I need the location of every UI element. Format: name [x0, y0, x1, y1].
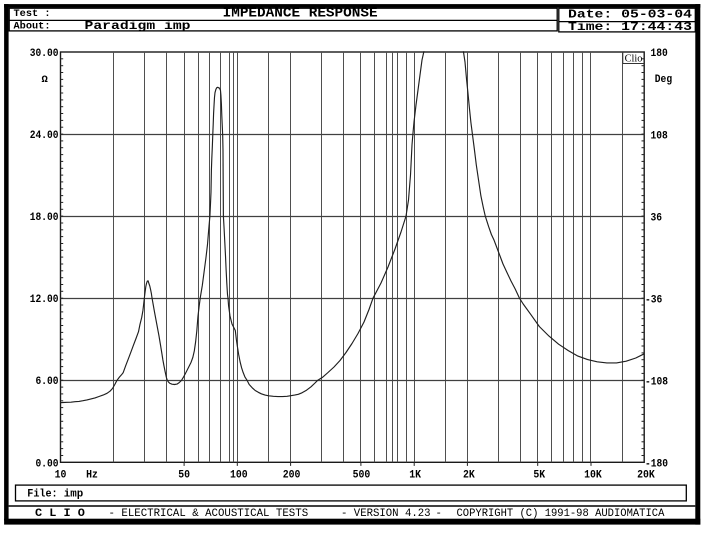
svg-text:36: 36: [651, 212, 663, 224]
svg-text:1K: 1K: [409, 470, 421, 482]
svg-text:IMPEDANCE RESPONSE: IMPEDANCE RESPONSE: [223, 6, 378, 21]
svg-text:24.00: 24.00: [30, 130, 59, 142]
svg-text:2K: 2K: [463, 470, 475, 482]
svg-text:108: 108: [651, 130, 668, 142]
svg-text:Ω: Ω: [42, 74, 49, 86]
svg-text:-: -: [436, 508, 442, 520]
svg-text:5K: 5K: [533, 470, 545, 482]
svg-text:About:: About:: [14, 21, 51, 33]
svg-text:180: 180: [651, 48, 668, 60]
svg-text:Date: 05-03-04: Date: 05-03-04: [568, 9, 692, 23]
svg-text:500: 500: [353, 470, 371, 482]
svg-text:imp: imp: [64, 488, 84, 500]
svg-text:COPYRIGHT (C) 1991-98 AUDIOMAT: COPYRIGHT (C) 1991-98 AUDIOMATICA: [457, 508, 666, 520]
svg-text:File:: File:: [27, 488, 57, 500]
svg-text:30.00: 30.00: [30, 48, 59, 60]
svg-text:200: 200: [283, 470, 301, 482]
svg-text:10K: 10K: [584, 470, 602, 482]
svg-text:20K: 20K: [637, 470, 655, 482]
svg-text:-180: -180: [645, 459, 668, 471]
svg-text:Test :: Test :: [14, 9, 51, 20]
svg-text:50: 50: [178, 470, 190, 482]
svg-text:10: 10: [55, 470, 67, 482]
svg-text:-108: -108: [645, 376, 668, 388]
svg-text:18.00: 18.00: [30, 212, 59, 224]
svg-text:Deg: Deg: [655, 74, 672, 86]
svg-text:Paradigm imp: Paradigm imp: [85, 19, 191, 32]
svg-text:C L I O: C L I O: [35, 508, 85, 519]
svg-text:6.00: 6.00: [36, 376, 59, 388]
svg-text:Time: 17:44:43: Time: 17:44:43: [568, 21, 692, 35]
svg-text:- VERSION 4.23: - VERSION 4.23: [341, 508, 431, 520]
svg-text:12.00: 12.00: [30, 294, 59, 306]
svg-text:- ELECTRICAL & ACOUSTICAL TES: - ELECTRICAL & ACOUSTICAL TESTS: [109, 508, 309, 520]
svg-text:100: 100: [230, 470, 248, 482]
svg-text:Hz: Hz: [86, 470, 98, 482]
svg-text:-36: -36: [645, 294, 662, 306]
svg-text:Clio: Clio: [625, 54, 643, 65]
svg-text:0.00: 0.00: [36, 458, 59, 470]
